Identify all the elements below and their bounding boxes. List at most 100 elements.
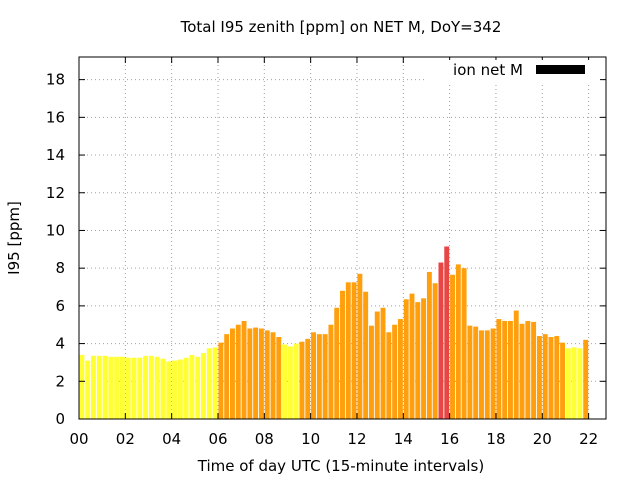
bar xyxy=(177,359,183,419)
bar xyxy=(531,321,537,419)
y-tick-label: 10 xyxy=(46,221,65,239)
y-tick-label: 8 xyxy=(55,259,65,277)
bar xyxy=(102,355,108,419)
x-tick-label: 02 xyxy=(116,430,135,448)
bar xyxy=(490,328,496,419)
bar xyxy=(91,355,96,419)
bar xyxy=(241,320,247,419)
bar xyxy=(357,273,363,419)
y-tick-label: 6 xyxy=(55,297,65,315)
bar xyxy=(235,324,241,419)
x-tick-label: 04 xyxy=(162,430,181,448)
bar xyxy=(519,323,525,419)
bar xyxy=(299,341,305,419)
bar xyxy=(96,355,102,419)
x-tick-label: 22 xyxy=(579,430,598,448)
bar xyxy=(270,332,276,419)
bar xyxy=(189,354,195,419)
bar xyxy=(322,334,328,419)
bar xyxy=(137,357,143,419)
bar xyxy=(195,356,201,419)
bar xyxy=(583,339,589,419)
bar xyxy=(85,360,91,419)
bar xyxy=(565,348,571,419)
legend: ion net M xyxy=(424,60,600,82)
bar xyxy=(444,246,450,419)
y-axis-label: I95 [ppm] xyxy=(5,201,23,275)
bar xyxy=(247,328,253,419)
bar xyxy=(432,283,438,419)
x-tick-label: 14 xyxy=(394,430,413,448)
bar xyxy=(421,298,427,419)
bar xyxy=(479,330,484,419)
bar xyxy=(502,320,508,419)
bar xyxy=(125,357,131,419)
bar xyxy=(351,282,357,419)
bar xyxy=(374,311,380,419)
bar xyxy=(368,325,374,419)
bar xyxy=(467,325,473,419)
y-tick-label: 4 xyxy=(55,335,65,353)
bar xyxy=(316,334,322,419)
x-tick-label: 00 xyxy=(69,430,88,448)
bar xyxy=(212,347,218,419)
bar xyxy=(276,336,282,419)
grid-layer xyxy=(79,57,606,419)
x-tick-label: 18 xyxy=(486,430,505,448)
bar xyxy=(119,356,125,419)
x-axis-label: Time of day UTC (15-minute intervals) xyxy=(197,457,484,475)
bar xyxy=(172,360,178,419)
bar xyxy=(461,268,467,419)
bar xyxy=(403,299,409,419)
bar xyxy=(554,336,560,419)
y-tick-label: 14 xyxy=(46,146,65,164)
bar xyxy=(560,342,566,419)
bar xyxy=(577,348,583,419)
bar xyxy=(305,338,311,419)
bar xyxy=(253,327,259,419)
x-tick-label: 12 xyxy=(347,430,366,448)
bar xyxy=(148,355,154,419)
bar xyxy=(507,320,513,419)
legend-swatch xyxy=(536,65,585,74)
x-tick-label: 08 xyxy=(255,430,274,448)
legend-label: ion net M xyxy=(453,61,523,79)
bar xyxy=(392,324,398,419)
bar xyxy=(206,348,212,419)
bar xyxy=(473,326,479,419)
bar xyxy=(183,357,189,419)
bar xyxy=(108,356,114,419)
bar xyxy=(513,310,519,419)
bar xyxy=(287,346,293,419)
y-tick-label: 18 xyxy=(46,71,65,89)
bar xyxy=(224,334,230,419)
bar xyxy=(536,336,542,419)
bar xyxy=(334,307,340,419)
bar xyxy=(363,291,369,419)
bar xyxy=(484,330,490,419)
bar xyxy=(160,358,166,419)
chart-title: Total I95 zenith [ppm] on NET M, DoY=342 xyxy=(180,18,502,36)
bar xyxy=(311,332,317,419)
bar xyxy=(264,330,270,419)
y-tick-label: 2 xyxy=(55,372,65,390)
bar xyxy=(230,328,235,419)
y-tick-label: 0 xyxy=(55,410,65,428)
bar xyxy=(340,290,345,419)
x-tick-label: 10 xyxy=(301,430,320,448)
bar xyxy=(571,347,577,419)
bar xyxy=(218,342,224,419)
bar xyxy=(450,274,455,419)
bars-layer xyxy=(79,246,589,419)
bar xyxy=(455,264,461,419)
y-tick-label: 12 xyxy=(46,184,65,202)
bar xyxy=(496,319,502,419)
bar xyxy=(409,293,415,419)
bar xyxy=(426,271,432,419)
bar xyxy=(438,262,444,419)
bar xyxy=(386,332,392,419)
bar xyxy=(143,355,149,419)
bar xyxy=(166,361,172,419)
bar xyxy=(293,343,299,419)
